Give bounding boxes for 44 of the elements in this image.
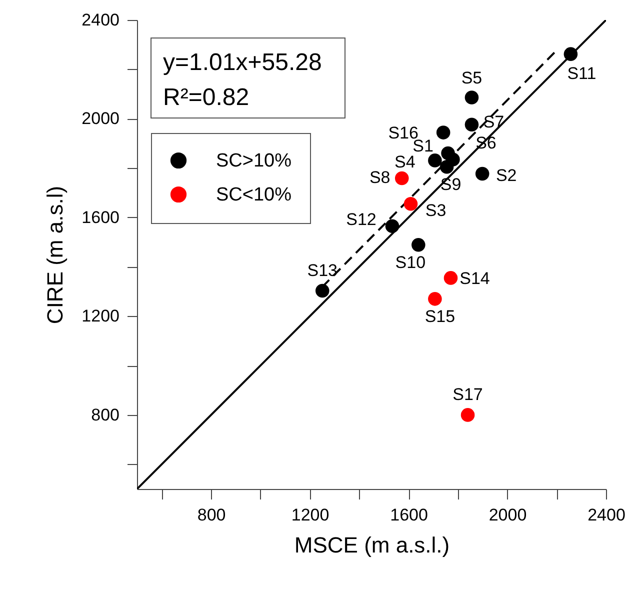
annotation: S4 [394, 152, 416, 172]
annotation: S15 [424, 306, 456, 326]
annotation: S2 [496, 166, 517, 185]
point [460, 408, 475, 422]
point [428, 292, 442, 306]
annotation: S13 [307, 260, 338, 280]
point [564, 47, 578, 61]
point [464, 90, 479, 104]
y-tick-label: 800 [91, 405, 120, 424]
x-tick-label: 2400 [588, 506, 626, 524]
y-tick-label: 1600 [82, 208, 120, 227]
annotation: S11 [567, 64, 596, 84]
x-tick-label: 1600 [390, 506, 428, 524]
point [404, 197, 418, 211]
y-axis-title: CIRE (m a.s.l) [42, 186, 68, 324]
annotation: S14 [460, 268, 490, 288]
point [475, 166, 490, 181]
y-tick-label: 2400 [82, 10, 120, 30]
annotation: S12 [346, 210, 376, 230]
point [428, 154, 442, 168]
annotation: S17 [452, 384, 483, 404]
point [436, 126, 450, 140]
legend-label: SC>10% [216, 150, 292, 172]
x-tick-label: 1200 [291, 506, 330, 524]
x-tick-label: 800 [197, 506, 226, 524]
annotation: S8 [369, 168, 390, 188]
point [315, 284, 330, 298]
legend-label: SC<10% [216, 184, 292, 206]
y-tick-label: 1200 [82, 306, 120, 326]
annotation: y=1.01x+55.28 [163, 49, 322, 76]
x-tick-label: 2000 [488, 506, 527, 524]
x-axis-title: MSCE (m a.s.l.) [294, 532, 450, 558]
point [394, 171, 409, 186]
point [385, 219, 400, 233]
annotation: S10 [395, 252, 426, 272]
annotation: R²=0.82 [163, 84, 250, 111]
point [464, 118, 479, 132]
point [444, 271, 458, 285]
y-tick-label: 2000 [82, 109, 120, 128]
annotation: S5 [461, 68, 482, 88]
point [440, 160, 454, 174]
annotation: S7 [483, 112, 504, 132]
annotation: S3 [425, 200, 446, 220]
point [412, 238, 426, 252]
